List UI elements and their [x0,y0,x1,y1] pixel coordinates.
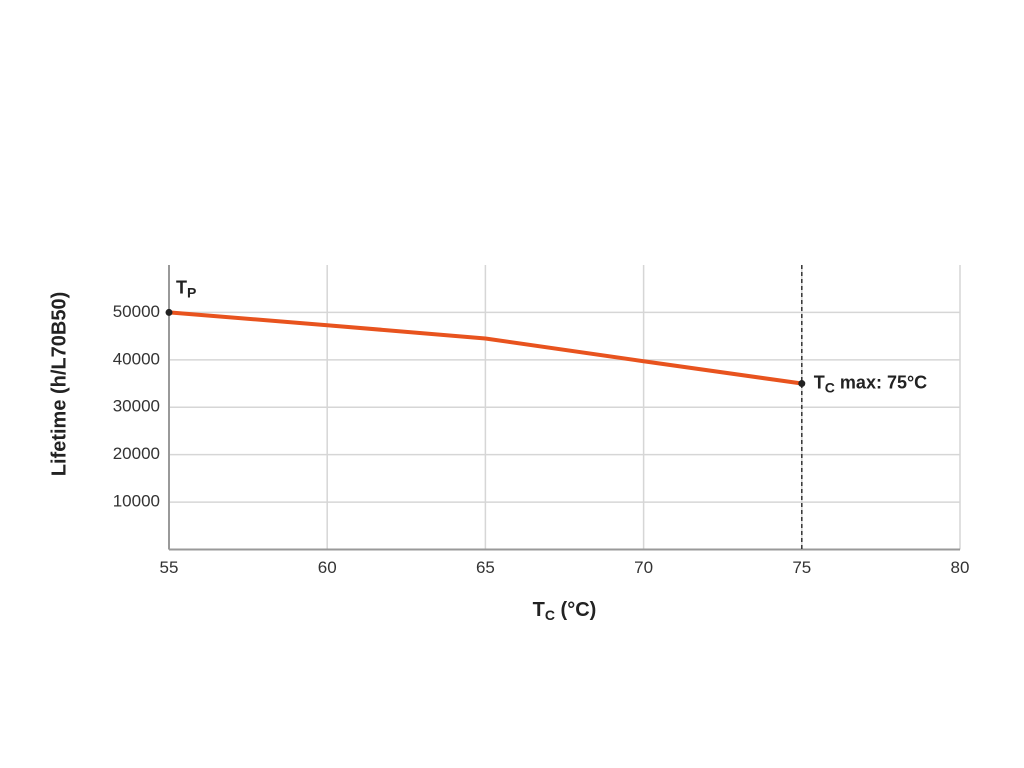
y-axis-label: Lifetime (h/L70B50) [48,292,70,476]
x-tick-label: 80 [951,558,970,577]
x-tick-label: 65 [476,558,495,577]
annotation-point [798,380,806,388]
x-tick-label: 60 [318,558,337,577]
annotation: TC max: 75°C [814,372,927,395]
annotation-after: max: 75°C [835,372,927,392]
x-axis-label: TC (°C) [533,599,597,622]
y-tick-label: 40000 [113,349,160,368]
annotation-sub: C [825,379,835,395]
annotation: TP [176,277,196,300]
x-tick-label: 70 [634,558,653,577]
line [168,310,803,386]
x-tick-label: 55 [160,558,179,577]
y-tick-label: 10000 [113,492,160,511]
y-tick-label: 50000 [113,302,160,321]
x-axis-label-after: (°C) [555,599,596,621]
y-tick-label: 20000 [113,444,160,463]
y-tick-label: 30000 [113,397,160,416]
annotation-point [165,308,173,316]
annotation-text: T [814,372,825,392]
x-tick-label: 75 [792,558,811,577]
x-axis-label-text: T [533,599,545,621]
annotation-text: T [176,277,187,297]
annotation-sub: P [187,284,196,300]
x-axis-label-sub: C [545,607,555,623]
